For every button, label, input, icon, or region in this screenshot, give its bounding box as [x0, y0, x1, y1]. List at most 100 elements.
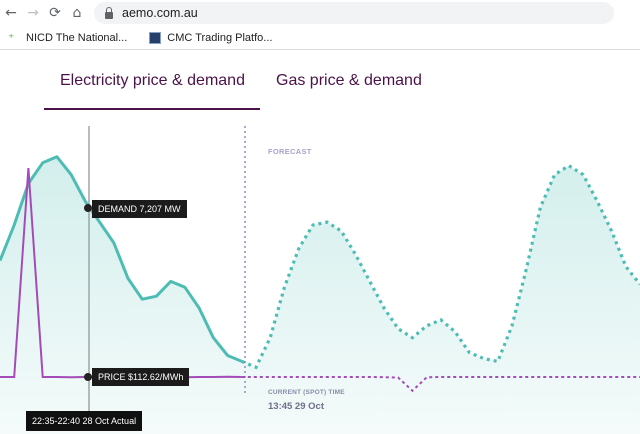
forecast-label: FORECAST — [268, 147, 312, 156]
chart-canvas[interactable] — [0, 112, 640, 434]
demand-point — [468, 351, 470, 353]
price-point — [426, 376, 428, 378]
demand-point — [354, 254, 356, 256]
price-point — [269, 376, 271, 378]
demand-point — [426, 325, 428, 327]
demand-point — [283, 286, 285, 288]
price-point — [255, 376, 257, 378]
price-point — [27, 167, 29, 169]
price-point — [283, 376, 285, 378]
reload-icon[interactable]: ⟳ — [49, 5, 61, 21]
demand-point — [454, 331, 456, 333]
demand-point — [482, 357, 484, 359]
demand-point — [42, 162, 44, 164]
price-point — [397, 377, 399, 379]
demand-point — [27, 182, 29, 184]
home-icon[interactable]: ⌂ — [72, 5, 82, 21]
price-point — [497, 376, 499, 378]
bookmark-label: CMC Trading Platfo... — [167, 31, 273, 44]
demand-point — [596, 200, 598, 202]
demand-point — [127, 277, 129, 279]
tab-electricity[interactable]: Electricity price & demand — [60, 72, 245, 89]
demand-point — [440, 319, 442, 321]
demand-point — [13, 224, 15, 226]
price-point — [355, 376, 357, 378]
demand-actual-line — [0, 155, 243, 363]
price-point — [326, 376, 328, 378]
bookmark-cmc[interactable]: CMC Trading Platfo... — [149, 31, 273, 44]
bookmark-nicd[interactable]: ⁺ NICD The National... — [8, 32, 127, 44]
demand-point — [155, 295, 157, 297]
demand-point — [582, 173, 584, 175]
price-demand-chart[interactable]: FORECAST CURRENT (SPOT) TIME 13:45 29 Oc… — [0, 112, 640, 434]
demand-point — [511, 325, 513, 327]
demand-point — [340, 230, 342, 232]
demand-marker-dot — [84, 204, 92, 212]
nicd-leaf-icon: ⁺ — [8, 30, 15, 45]
address-bar[interactable]: aemo.com.au — [94, 2, 614, 24]
price-point — [539, 376, 541, 378]
demand-point — [226, 354, 228, 356]
demand-point — [383, 307, 385, 309]
price-marker-dot — [84, 373, 92, 381]
tab-gas[interactable]: Gas price & demand — [276, 72, 422, 89]
price-point — [198, 376, 200, 378]
time-tooltip: 22:35-22:40 28 Oct Actual — [26, 411, 143, 431]
price-point — [42, 376, 44, 378]
price-point — [369, 376, 371, 378]
demand-point — [312, 224, 314, 226]
demand-point — [298, 248, 300, 250]
price-point — [483, 376, 485, 378]
demand-area-fill — [0, 156, 640, 434]
demand-point — [411, 337, 413, 339]
price-point — [511, 376, 513, 378]
demand-point — [525, 268, 527, 270]
chart-tabs: Electricity price & demand Gas price & d… — [0, 50, 640, 112]
address-text: aemo.com.au — [122, 6, 198, 20]
demand-point — [70, 173, 72, 175]
price-point — [596, 376, 598, 378]
demand-point — [369, 280, 371, 282]
demand-point — [568, 165, 570, 167]
price-point — [212, 376, 214, 378]
bookmark-label: NICD The National... — [26, 31, 128, 44]
price-point — [554, 376, 556, 378]
demand-point — [610, 230, 612, 232]
price-point — [340, 376, 342, 378]
demand-point — [98, 221, 100, 223]
forward-icon[interactable]: → — [27, 5, 39, 21]
price-point — [241, 376, 243, 378]
current-spot-label: CURRENT (SPOT) TIME — [268, 389, 345, 396]
price-point — [625, 376, 627, 378]
price-point — [454, 376, 456, 378]
price-point — [468, 376, 470, 378]
demand-point — [56, 156, 58, 158]
demand-point — [184, 286, 186, 288]
active-tab-underline — [44, 108, 260, 110]
lock-icon — [104, 7, 114, 19]
price-point — [312, 376, 314, 378]
browser-toolbar: ← → ⟳ ⌂ aemo.com.au — [0, 0, 640, 26]
price-forecast-line — [241, 376, 640, 393]
demand-forecast-line — [241, 163, 640, 370]
price-point — [70, 376, 72, 378]
price-point — [582, 376, 584, 378]
demand-point — [554, 173, 556, 175]
price-point — [383, 376, 385, 378]
demand-point — [625, 265, 627, 267]
price-point — [440, 376, 442, 378]
demand-point — [539, 206, 541, 208]
price-tooltip: PRICE $112.62/MWh — [92, 368, 190, 386]
demand-tooltip: DEMAND 7,207 MW — [92, 200, 187, 218]
back-icon[interactable]: ← — [5, 5, 17, 21]
price-point — [227, 376, 229, 378]
demand-point — [84, 200, 86, 202]
bookmarks-bar: ⁺ NICD The National... CMC Trading Platf… — [0, 26, 640, 50]
demand-point — [326, 221, 328, 223]
demand-point — [497, 360, 499, 362]
demand-point — [198, 307, 200, 309]
price-point — [568, 376, 570, 378]
demand-point — [212, 337, 214, 339]
current-spot-time: 13:45 29 Oct — [268, 401, 324, 412]
demand-point — [269, 337, 271, 339]
